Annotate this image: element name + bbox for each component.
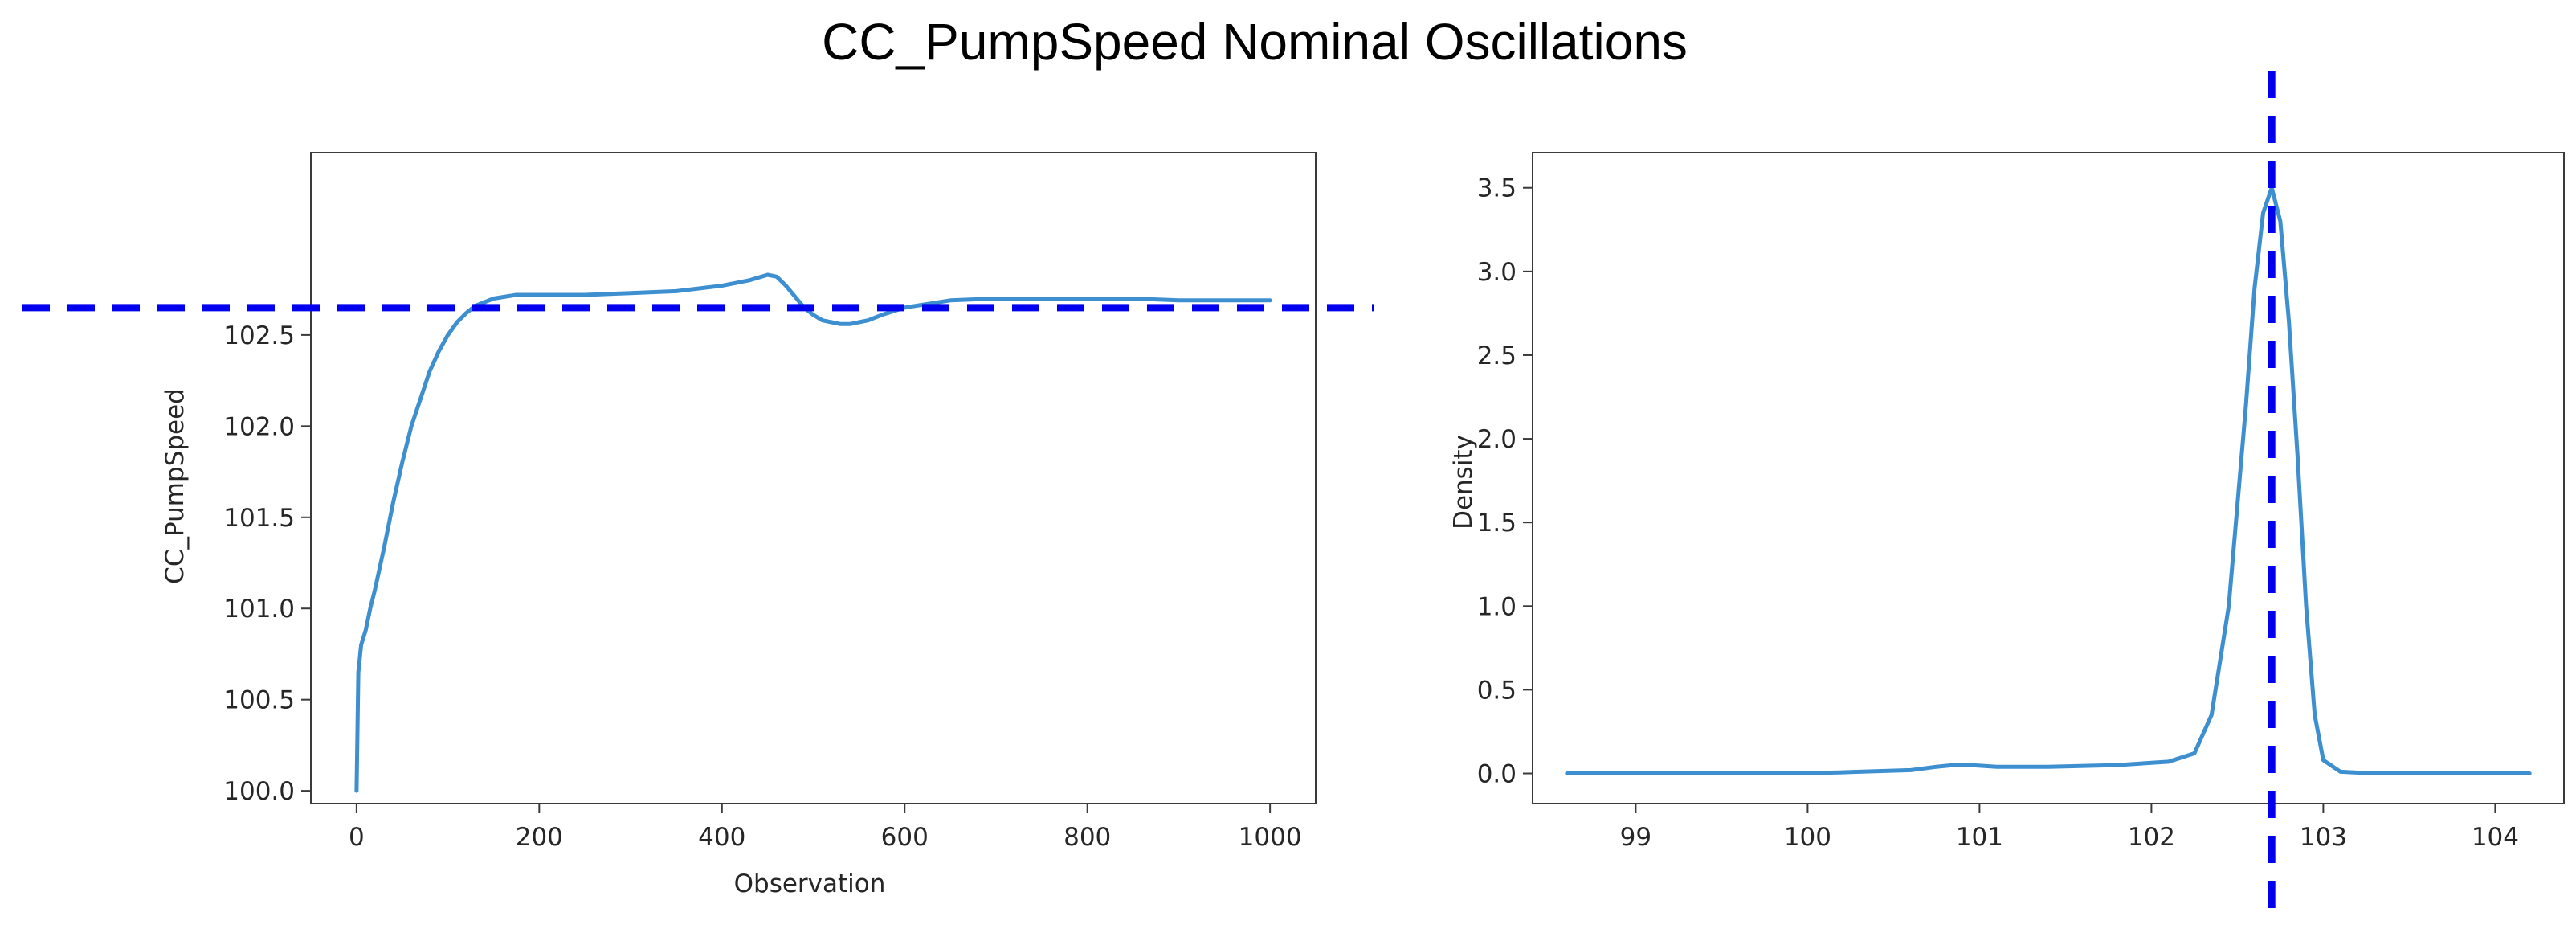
density-marks: 99 100 101 102 103 104 0.0 0.5 1.0 1.5 2.0 2.5 3.0 3.…: [1477, 71, 2565, 924]
density-y-tick-label-7: 3.5: [1477, 174, 1517, 203]
density-x-tick-label-3: 102: [2128, 823, 2175, 852]
density-y-tick-label-0: 0.0: [1477, 760, 1517, 789]
density-y-tick-label-1: 0.5: [1477, 676, 1517, 705]
density-y-tick-label-6: 3.0: [1477, 258, 1517, 287]
timeseries-y-tick-label-2: 101.0: [223, 595, 295, 624]
timeseries-y-tick-label-1: 100.5: [223, 686, 295, 715]
timeseries-y-axis-label: CC_PumpSpeed: [161, 388, 190, 584]
density-x-tick-label-1: 100: [1784, 823, 1831, 852]
density-x-tick-label-0: 99: [1620, 823, 1651, 852]
density-x-tick-label-2: 101: [1956, 823, 2003, 852]
density-y-tick-label-2: 1.0: [1477, 592, 1517, 621]
timeseries-x-tick-label-5: 1000: [1239, 823, 1302, 852]
density-axes-frame: [1532, 152, 2565, 804]
density-y-tick-label-4: 2.0: [1477, 425, 1517, 454]
timeseries-series-line-0: [354, 272, 1272, 793]
timeseries-axes-frame: [310, 152, 1317, 804]
timeseries-x-tick-label-4: 800: [1063, 823, 1111, 852]
density-y-tick-label-5: 2.5: [1477, 342, 1517, 370]
figure-title: CC_PumpSpeed Nominal Oscillations: [822, 13, 1688, 71]
timeseries-x-axis-label: Observation: [734, 869, 886, 898]
density-x-tick-label-5: 104: [2472, 823, 2519, 852]
timeseries-plot: 0 200 400 600 800 1000 100.0 100.5 101.0 101.5 102…: [22, 152, 1374, 898]
density-series-line-0: [1565, 186, 2532, 775]
density-x-tick-label-4: 103: [2300, 823, 2347, 852]
timeseries-x-tick-label-1: 200: [516, 823, 563, 852]
density-y-axis-label: Density: [1449, 435, 1478, 530]
timeseries-x-tick-label-3: 600: [881, 823, 929, 852]
timeseries-y-tick-label-5: 102.5: [223, 321, 295, 350]
timeseries-y-tick-label-3: 101.5: [223, 504, 295, 533]
density-y-tick-label-3: 1.5: [1477, 509, 1517, 538]
timeseries-y-tick-label-4: 102.0: [223, 412, 295, 441]
timeseries-y-tick-label-0: 100.0: [223, 777, 295, 806]
timeseries-x-tick-label-2: 400: [698, 823, 745, 852]
density-plot: 99 100 101 102 103 104 0.0 0.5 1.0 1.5 2.0 2.5 3.0 3.…: [1449, 71, 2565, 924]
timeseries-x-tick-label-0: 0: [349, 823, 365, 852]
timeseries-marks: 0 200 400 600 800 1000 100.0 100.5 101.0 101.5 102…: [22, 152, 1374, 852]
